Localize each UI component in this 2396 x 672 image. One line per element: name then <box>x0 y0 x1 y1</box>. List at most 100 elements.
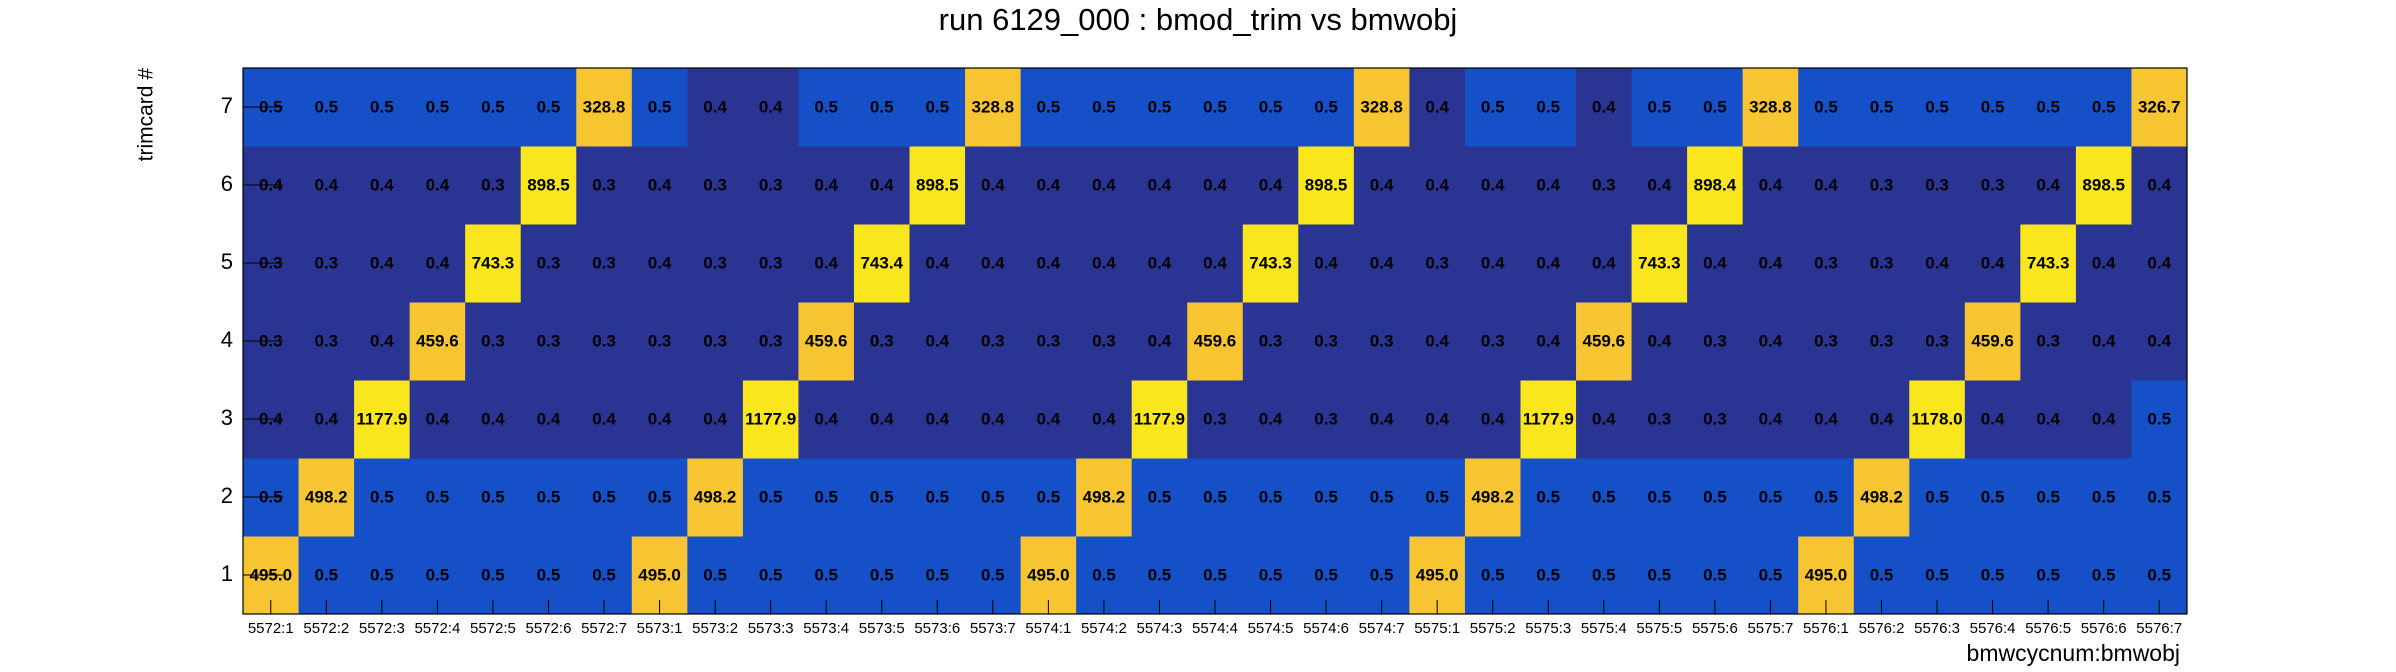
cell-label: 0.4 <box>1536 175 1560 194</box>
cell-label: 0.4 <box>1092 409 1116 428</box>
cell <box>2020 146 2077 225</box>
cell <box>1187 302 1244 381</box>
cell <box>1631 146 1688 225</box>
cell <box>1631 458 1688 537</box>
cell <box>1242 224 1299 303</box>
cell <box>1187 458 1244 537</box>
cell <box>1353 458 1410 537</box>
cell-label: 0.5 <box>1037 487 1061 506</box>
cell-label: 0.5 <box>814 565 838 584</box>
cell <box>965 380 1022 459</box>
cell-label: 0.5 <box>314 565 338 584</box>
cell <box>1187 68 1244 147</box>
cell-label: 0.5 <box>925 487 949 506</box>
x-tick-label: 5575:7 <box>1747 620 1793 637</box>
cell-label: 743.3 <box>472 253 515 272</box>
cell-label: 0.4 <box>814 409 838 428</box>
cell-label: 0.4 <box>759 97 783 116</box>
cell-label: 0.4 <box>1425 175 1449 194</box>
cell <box>465 146 522 225</box>
cell-label: 0.5 <box>1203 487 1227 506</box>
cell <box>1353 146 1410 225</box>
cell-label: 0.4 <box>981 253 1005 272</box>
cell <box>2131 224 2188 303</box>
cell <box>798 224 855 303</box>
cell-label: 498.2 <box>305 487 348 506</box>
cell-label: 0.4 <box>370 253 394 272</box>
cell-label: 898.5 <box>916 175 959 194</box>
cell-label: 0.4 <box>2092 331 2116 350</box>
cell <box>1687 68 1744 147</box>
cell <box>798 458 855 537</box>
cell-label: 0.5 <box>1759 565 1783 584</box>
cell-label: 898.5 <box>527 175 570 194</box>
cell-label: 0.4 <box>1148 253 1172 272</box>
cell <box>2075 68 2132 147</box>
cell <box>631 68 688 147</box>
cell <box>576 68 633 147</box>
cell <box>909 458 966 537</box>
cell-label: 0.4 <box>1203 253 1227 272</box>
cell <box>1464 302 1521 381</box>
x-tick-label: 5574:3 <box>1137 620 1183 637</box>
cell-label: 0.4 <box>870 175 894 194</box>
chart-title: run 6129_000 : bmod_trim vs bmwobj <box>939 2 1458 37</box>
cell <box>1853 146 1910 225</box>
cell <box>576 224 633 303</box>
cell <box>853 68 911 147</box>
cell-label: 0.4 <box>648 409 672 428</box>
cell <box>1298 302 1355 381</box>
cell-label: 0.3 <box>481 331 505 350</box>
cell <box>1298 458 1355 537</box>
cell-label: 0.5 <box>1814 487 1838 506</box>
cell-label: 0.5 <box>925 565 949 584</box>
cell-label: 0.4 <box>925 253 949 272</box>
cell <box>1964 458 2021 537</box>
cell-label: 0.5 <box>426 487 450 506</box>
cell <box>1131 380 1188 459</box>
x-tick-label: 5576:6 <box>2081 620 2127 637</box>
cell <box>687 380 744 459</box>
cell-label: 0.4 <box>2147 253 2171 272</box>
cell <box>1353 224 1410 303</box>
cell <box>798 146 855 225</box>
cell <box>742 302 799 381</box>
x-tick-label: 5572:1 <box>248 620 294 637</box>
y-tick-label: 1 <box>221 561 233 586</box>
cell-label: 498.2 <box>1471 487 1514 506</box>
cell-label: 0.4 <box>1814 175 1838 194</box>
cell <box>354 224 411 303</box>
cell <box>1853 458 1910 537</box>
cell <box>1742 380 1799 459</box>
cell-label: 0.4 <box>703 97 727 116</box>
cell <box>1742 224 1799 303</box>
cell-label: 0.5 <box>1370 565 1394 584</box>
cell-label: 0.5 <box>2147 565 2171 584</box>
cell <box>465 68 522 147</box>
cell-label: 0.5 <box>648 97 672 116</box>
cell-label: 0.3 <box>703 175 727 194</box>
cell-label: 0.5 <box>1148 565 1172 584</box>
cell-label: 498.2 <box>1860 487 1903 506</box>
cell-label: 0.5 <box>2147 487 2171 506</box>
cell-label: 0.4 <box>1259 409 1283 428</box>
cell <box>1131 68 1188 147</box>
cell-label: 0.3 <box>592 253 616 272</box>
cell-label: 0.4 <box>592 409 616 428</box>
cell-label: 0.4 <box>1314 253 1338 272</box>
cell-label: 0.4 <box>426 253 450 272</box>
cell-label: 0.5 <box>1703 565 1727 584</box>
cell <box>742 146 799 225</box>
x-tick-label: 5573:4 <box>803 620 849 637</box>
cell-label: 0.5 <box>1981 97 2005 116</box>
cell-label: 0.5 <box>814 487 838 506</box>
cell-label: 0.4 <box>1148 331 1172 350</box>
cell-label: 0.5 <box>481 487 505 506</box>
cell <box>1020 68 1077 147</box>
cell-label: 743.4 <box>860 253 903 272</box>
y-tick-label: 5 <box>221 249 233 274</box>
x-tick-label: 5576:3 <box>1914 620 1960 637</box>
cell <box>1353 68 1410 147</box>
cell <box>409 458 466 537</box>
cell <box>853 224 911 303</box>
